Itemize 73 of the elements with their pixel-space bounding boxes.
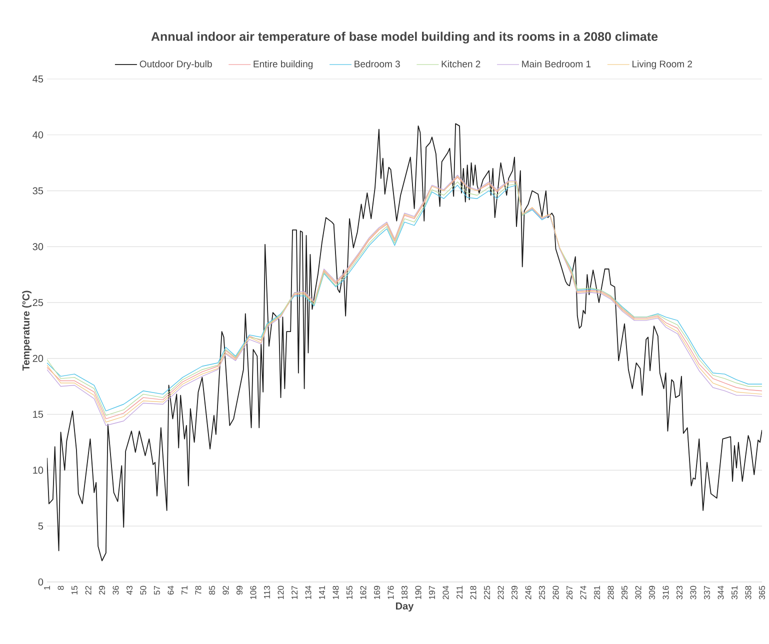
x-tick-label: 239	[512, 586, 518, 600]
y-tick-label: 20	[32, 354, 44, 362]
x-tick-label: 71	[182, 586, 188, 595]
x-tick-label: 36	[112, 586, 119, 595]
x-tick-label: 78	[195, 586, 202, 595]
x-tick-label: 57	[154, 586, 160, 595]
legend-label: Outdoor Dry-bulb	[140, 60, 212, 70]
y-tick-label: 0	[38, 578, 44, 586]
x-tick-label: 246	[525, 586, 532, 600]
legend-label: Main Bedroom 1	[522, 60, 591, 68]
x-tick-label: 211	[456, 586, 462, 599]
x-tick-label: 99	[236, 586, 243, 595]
legend-label: Bedroom 3	[354, 60, 400, 68]
legend-label: Living Room 2	[632, 60, 692, 70]
x-tick-label: 113	[264, 586, 270, 598]
x-tick-label: 204	[442, 586, 449, 600]
x-tick-label: 141	[319, 586, 325, 600]
x-tick-label: 29	[99, 586, 106, 595]
x-axis-title: Day	[396, 602, 414, 612]
x-tick-label: 302	[635, 586, 642, 600]
x-tick-label: 64	[168, 586, 174, 595]
x-tick-label: 337	[704, 586, 710, 600]
x-tick-label: 281	[594, 586, 600, 600]
legend-label: Entire building	[254, 60, 313, 70]
x-tick-label: 92	[222, 586, 229, 595]
x-tick-label: 134	[305, 586, 312, 600]
x-tick-label: 365	[758, 586, 766, 600]
x-tick-label: 183	[402, 586, 408, 600]
legend-label: Kitchen 2	[442, 60, 480, 68]
x-tick-label: 316	[662, 586, 669, 600]
x-tick-label: 43	[126, 586, 133, 595]
x-tick-label: 295	[622, 586, 628, 600]
line-series	[47, 123, 762, 562]
x-tick-label: 274	[580, 586, 586, 600]
x-tick-label: 232	[498, 586, 504, 600]
x-tick-label: 120	[278, 586, 284, 600]
x-tick-label: 169	[374, 586, 380, 600]
y-axis-title: Temperature (°C)	[22, 290, 32, 371]
x-tick-label: 253	[539, 586, 546, 600]
x-tick-label: 190	[415, 586, 422, 600]
x-tick-label: 1	[44, 586, 50, 590]
y-tick-label: 25	[32, 299, 44, 306]
y-tick-label: 30	[32, 243, 44, 250]
y-tick-label: 10	[33, 466, 44, 474]
y-tick-label: 40	[32, 131, 44, 138]
x-tick-label: 358	[745, 586, 752, 600]
y-tick-label: 5	[38, 522, 44, 530]
y-tick-label: 35	[32, 187, 44, 194]
x-tick-label: 148	[332, 586, 339, 600]
x-tick-label: 155	[346, 586, 352, 600]
x-tick-label: 225	[484, 586, 490, 600]
x-tick-label: 218	[470, 586, 476, 600]
x-tick-label: 15	[72, 586, 78, 594]
x-tick-label: 309	[649, 586, 656, 600]
chart-title: Annual indoor air temperature of base model building and its rooms in a 2080 climate	[151, 32, 658, 44]
x-tick-label: 106	[250, 586, 256, 600]
x-tick-label: 344	[718, 586, 724, 600]
x-tick-label: 260	[552, 586, 559, 600]
x-tick-label: 50	[140, 586, 146, 595]
x-tick-label: 351	[731, 586, 738, 600]
x-tick-label: 330	[690, 586, 696, 600]
x-tick-label: 323	[676, 586, 683, 600]
y-tick-label: 45	[32, 76, 44, 82]
x-tick-label: 85	[209, 586, 216, 595]
x-tick-label: 8	[58, 586, 64, 590]
x-tick-label: 162	[360, 586, 366, 600]
x-tick-label: 127	[292, 586, 298, 600]
x-tick-label: 197	[429, 586, 436, 600]
x-tick-label: 22	[85, 586, 92, 595]
x-tick-label: 176	[388, 586, 394, 600]
y-tick-label: 15	[33, 410, 44, 418]
x-tick-label: 267	[566, 586, 573, 600]
x-tick-label: 288	[608, 586, 614, 600]
